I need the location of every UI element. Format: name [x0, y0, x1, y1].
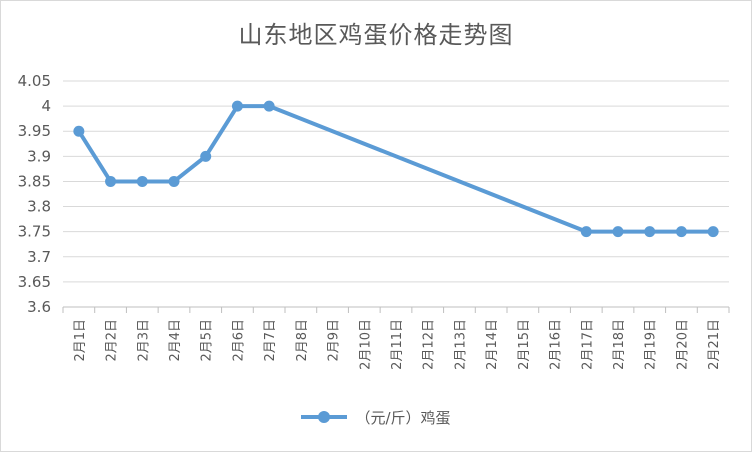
- data-point: [644, 226, 656, 238]
- y-tick-label: 3.6: [27, 298, 51, 316]
- x-tick-label: 2月9日: [327, 319, 342, 362]
- x-tick-label: 2月13日: [453, 319, 468, 370]
- series-layer: [73, 100, 719, 238]
- x-tick-label: 2月20日: [675, 319, 690, 370]
- chart-title: 山东地区鸡蛋价格走势图: [238, 21, 514, 49]
- x-axis-ticks: 2月1日 2月2日 2月3日 2月4日 2月5日 2月6日 2月7日 2月8日 2月9日 2月10…: [73, 319, 722, 370]
- x-tick-label: 2月1日: [73, 319, 88, 362]
- x-tick-label: 2月3日: [136, 319, 151, 362]
- x-tick-label: 2月10日: [358, 319, 373, 370]
- series-line: [76, 104, 716, 234]
- legend-label: （元/斤）鸡蛋: [355, 408, 451, 427]
- y-tick-label: 3.65: [18, 273, 51, 291]
- legend: （元/斤）鸡蛋: [1, 405, 751, 429]
- data-point: [612, 226, 624, 238]
- y-tick-label: 3.95: [18, 122, 51, 140]
- y-tick-label: 4.05: [18, 72, 51, 90]
- x-tick-label: 2月16日: [549, 319, 564, 370]
- y-tick-label: 3.75: [18, 223, 51, 241]
- x-tick-label: 2月6日: [231, 319, 246, 362]
- x-tick-label: 2月7日: [263, 319, 278, 362]
- y-tick-label: 3.85: [18, 172, 51, 190]
- y-axis-ticks: 3.6 3.65 3.7 3.75 3.8 3.85 3.9 3.95 4 4.05: [18, 72, 51, 316]
- y-tick-label: 3.9: [27, 147, 51, 165]
- x-tick-label: 2月17日: [580, 319, 595, 370]
- y-tick-label: 3.8: [27, 198, 51, 216]
- x-tick-label: 2月14日: [485, 319, 500, 370]
- x-tick-label: 2月19日: [644, 319, 659, 370]
- data-point: [707, 226, 719, 238]
- x-tick-label: 2月8日: [295, 319, 310, 362]
- x-tick-label: 2月18日: [612, 319, 627, 370]
- legend-dot-marker: [318, 411, 331, 423]
- y-tick-label: 3.7: [27, 248, 51, 266]
- data-point: [136, 175, 148, 187]
- data-point: [200, 150, 212, 162]
- data-point: [168, 175, 180, 187]
- data-point: [675, 226, 687, 238]
- data-point: [580, 226, 592, 238]
- data-point: [231, 100, 243, 112]
- y-tick-label: 4: [41, 97, 51, 115]
- x-tick-label: 2月15日: [517, 319, 532, 370]
- x-tick-label: 2月5日: [200, 319, 215, 362]
- x-tick-label: 2月2日: [105, 319, 120, 362]
- data-point: [263, 100, 275, 112]
- x-tick-label: 2月12日: [422, 319, 437, 370]
- x-tick-label: 2月4日: [168, 319, 183, 362]
- data-point: [73, 125, 85, 137]
- x-tick-label: 2月21日: [707, 319, 722, 370]
- legend-line-marker: [301, 411, 348, 423]
- x-tick-label: 2月11日: [390, 319, 405, 370]
- gridlines: [62, 80, 730, 313]
- data-point: [105, 175, 117, 187]
